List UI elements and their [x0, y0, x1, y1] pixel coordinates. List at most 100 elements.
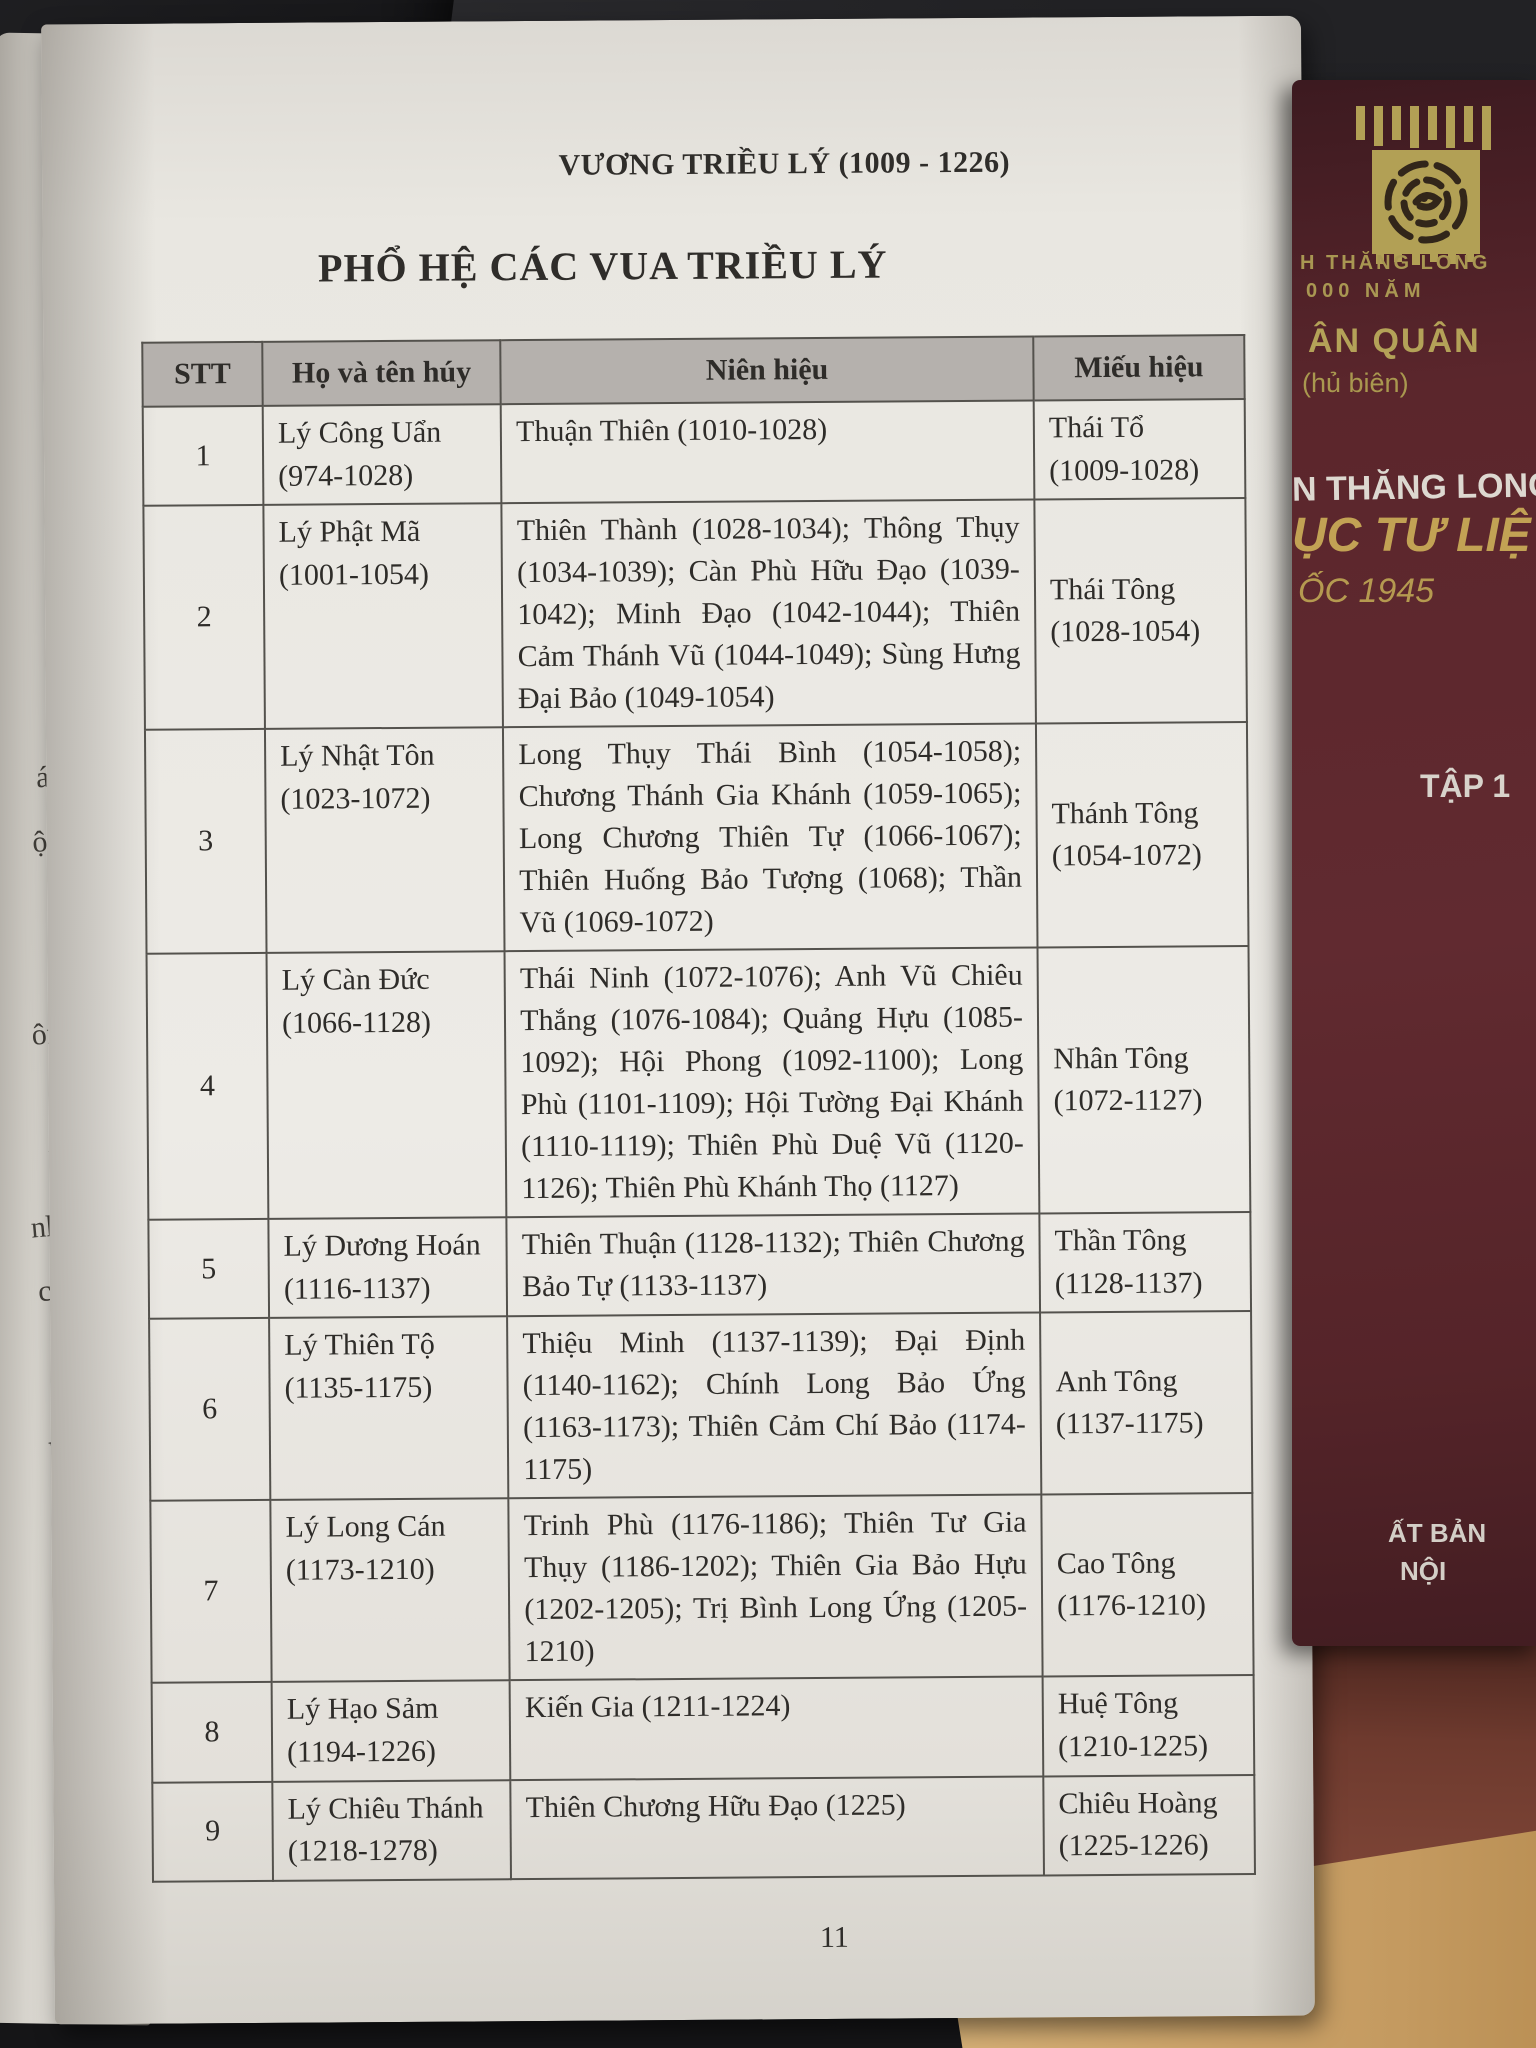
kings-genealogy-table: STT Họ và tên húy Niên hiệu Miếu hiệu 1 L…: [141, 334, 1256, 1882]
cell-era-text: Thiên Chương Hữu Đạo (1225): [525, 1787, 906, 1824]
cell-stt: 5: [148, 1219, 270, 1320]
table-row: 8 Lý Hạo Sảm (1194-1226) Kiến Gia (1211-122…: [151, 1675, 1255, 1783]
cell-name-text: Lý Dương Hoán: [283, 1228, 481, 1263]
cell-era: Thiệu Minh (1137-1139); Đại Định (1140-1…: [507, 1312, 1042, 1499]
cell-era-text: Trinh Phù (1176-1186); Thiên Tư Gia Thụy…: [523, 1505, 1028, 1669]
red-book-cover: H THĂNG LONG 000 NĂM ÂN QUÂN (hủ biên) N…: [1292, 80, 1536, 1646]
cell-stt-text: 6: [202, 1392, 218, 1426]
cell-name: Lý Nhật Tôn (1023-1072): [264, 727, 505, 954]
cell-name: Lý Chiêu Thánh (1218-1278): [272, 1779, 512, 1881]
cell-temple-text: (1137-1175): [1055, 1406, 1204, 1441]
cell-temple: Cao Tông (1176-1210): [1041, 1493, 1254, 1677]
cell-temple-text: (1225-1226): [1058, 1828, 1209, 1863]
cell-stt: 2: [143, 505, 265, 730]
table-row: 4 Lý Càn Đức (1066-1128) Thái Ninh (1072-10…: [146, 946, 1251, 1220]
cell-stt: 1: [142, 405, 264, 506]
cell-name: Lý Long Cán (1173-1210): [270, 1498, 510, 1683]
cell-temple-text: Thánh Tông: [1051, 795, 1199, 830]
cell-name-text: Lý Càn Đức: [281, 962, 430, 997]
table-row: 1 Lý Công Uẩn (974-1028) Thuận Thiên (1010-…: [142, 399, 1246, 506]
cell-stt: 8: [151, 1682, 273, 1783]
running-header: VƯƠNG TRIỀU LÝ (1009 - 1226): [558, 145, 1011, 182]
cell-name-text: Lý Nhật Tôn: [280, 738, 435, 773]
table-row: 9 Lý Chiêu Thánh (1218-1278) Thiên Chương H…: [152, 1774, 1255, 1882]
cell-temple: Thần Tông (1128-1137): [1039, 1212, 1252, 1313]
cell-stt: 4: [146, 953, 269, 1220]
cell-temple-text: Cao Tông: [1056, 1546, 1176, 1581]
table-row: 5 Lý Dương Hoán (1116-1137) Thiên Thuận (11…: [148, 1212, 1252, 1320]
cell-temple-text: (1072-1127): [1053, 1083, 1203, 1118]
cell-name-text: (1066-1128): [281, 1005, 431, 1040]
cell-name: Lý Phật Mã (1001-1054): [263, 503, 504, 730]
cell-name-text: Lý Công Uẩn: [277, 415, 442, 450]
cell-temple-text: Thần Tông: [1054, 1223, 1187, 1258]
cell-name-text: (1194-1226): [287, 1734, 437, 1769]
cell-name-text: (1218-1278): [287, 1833, 438, 1868]
volume-label: TẬP 1: [1420, 768, 1511, 804]
series-text-line1: H THĂNG LONG: [1300, 252, 1491, 274]
cell-name-text: Lý Long Cán: [285, 1510, 446, 1545]
cell-stt-text: 1: [195, 438, 211, 472]
cell-name-text: (974-1028): [278, 458, 414, 493]
series-text-line2: 000 NĂM: [1306, 280, 1426, 302]
publisher-line2: NỘI: [1400, 1556, 1447, 1586]
cell-stt-text: 5: [201, 1252, 217, 1286]
column-header-stt: STT: [142, 341, 263, 407]
publisher-line1: ẤT BẢN: [1388, 1518, 1487, 1548]
cell-temple-text: (1128-1137): [1054, 1266, 1203, 1301]
kings-table-body: 1 Lý Công Uẩn (974-1028) Thuận Thiên (1010-…: [142, 399, 1255, 1882]
cell-temple: Anh Tông (1137-1175): [1040, 1311, 1253, 1495]
cell-era-text: Kiến Gia (1211-1224): [524, 1689, 791, 1725]
editor-role: (hủ biên): [1302, 368, 1409, 398]
cell-name: Lý Công Uẩn (974-1028): [262, 404, 502, 506]
cell-temple-text: Chiêu Hoàng: [1058, 1785, 1218, 1820]
cell-temple: Chiêu Hoàng (1225-1226): [1043, 1774, 1255, 1876]
cell-era-text: Long Thụy Thái Bình (1054-1058); Chương …: [518, 734, 1023, 940]
cell-era: Thiên Thành (1028-1034); Thông Thụy (103…: [501, 499, 1036, 728]
cell-name-text: (1023-1072): [280, 781, 431, 816]
cell-stt: 7: [150, 1500, 272, 1684]
cell-temple-text: Anh Tông: [1055, 1364, 1178, 1399]
cell-name: Lý Càn Đức (1066-1128): [266, 951, 507, 1220]
cell-stt: 9: [152, 1781, 274, 1882]
cell-name-text: (1135-1175): [284, 1370, 433, 1405]
cell-name: Lý Hạo Sảm (1194-1226): [271, 1680, 511, 1782]
cell-temple-text: (1176-1210): [1056, 1588, 1207, 1623]
book-page: VƯƠNG TRIỀU LÝ (1009 - 1226) PHỔ HỆ CÁC …: [41, 15, 1315, 2025]
cell-stt-text: 4: [199, 1069, 216, 1103]
page-number: 11: [819, 1920, 849, 1955]
cell-name: Lý Thiên Tộ (1135-1175): [269, 1316, 509, 1501]
cell-temple-text: (1009-1028): [1049, 452, 1200, 487]
cell-stt: 6: [149, 1318, 271, 1502]
cell-era-text: Thuận Thiên (1010-1028): [515, 412, 828, 449]
cell-era: Thiên Chương Hữu Đạo (1225): [510, 1776, 1044, 1879]
cell-name-text: Lý Chiêu Thánh: [287, 1790, 484, 1826]
cell-name-text: (1001-1054): [278, 557, 429, 592]
table-row: 6 Lý Thiên Tộ (1135-1175) Thiệu Minh (1137-…: [149, 1311, 1253, 1502]
cell-era: Trinh Phù (1176-1186); Thiên Tư Gia Thụy…: [508, 1494, 1043, 1681]
table-row: 7 Lý Long Cán (1173-1210) Trinh Phù (1176-1…: [150, 1493, 1254, 1684]
cell-stt-text: 8: [204, 1715, 220, 1749]
cell-name-text: Lý Phật Mã: [278, 514, 421, 549]
cell-temple-text: Nhân Tông: [1053, 1041, 1189, 1075]
cell-temple-text: (1054-1072): [1051, 838, 1202, 873]
editor-name: ÂN QUÂN: [1308, 322, 1481, 360]
column-header-era: Niên hiệu: [500, 336, 1034, 405]
cell-era: Thuận Thiên (1010-1028): [500, 400, 1035, 504]
column-header-name: Họ và tên húy: [262, 340, 501, 406]
cell-name-text: (1173-1210): [285, 1552, 435, 1587]
dragon-emblem-icon: [1356, 106, 1491, 265]
cell-temple-text: (1210-1225): [1057, 1729, 1209, 1764]
table-row: 3 Lý Nhật Tôn (1023-1072) Long Thụy Thái Bì…: [144, 722, 1249, 954]
cell-stt-text: 9: [205, 1814, 221, 1848]
cell-era-text: Thiên Thành (1028-1034); Thông Thụy (103…: [516, 510, 1021, 716]
cell-stt-text: 2: [196, 600, 212, 634]
cell-era-text: Thiên Thuận (1128-1132); Thiên Chương Bả…: [521, 1224, 1025, 1304]
cell-name-text: Lý Hạo Sảm: [286, 1692, 439, 1727]
cell-era: Long Thụy Thái Bình (1054-1058); Chương …: [503, 723, 1038, 952]
book-title-white-line: N THĂNG LONG - H: [1291, 465, 1536, 509]
cell-temple: Thái Tông (1028-1054): [1034, 498, 1247, 724]
cell-temple-text: (1028-1054): [1050, 614, 1201, 649]
cell-temple: Nhân Tông (1072-1127): [1037, 946, 1251, 1214]
